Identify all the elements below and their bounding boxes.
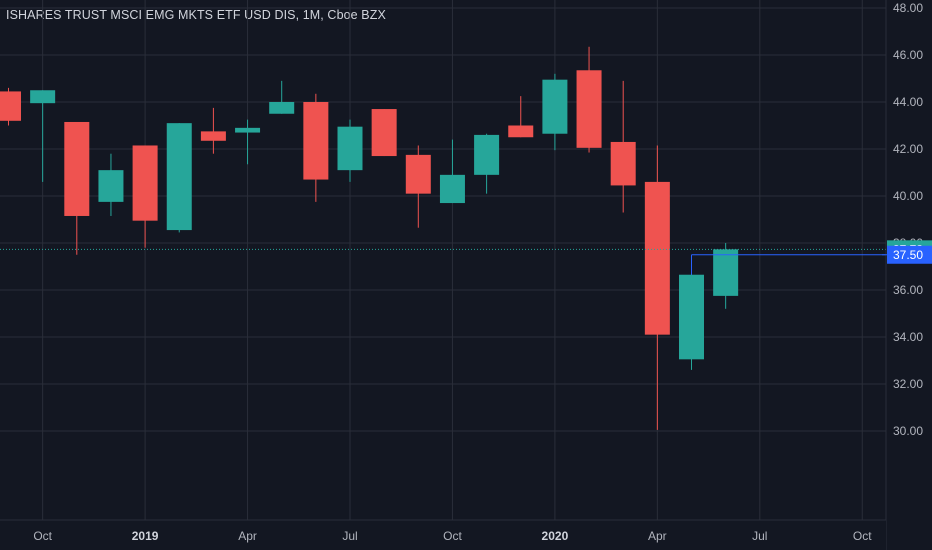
price-lines xyxy=(0,248,886,275)
x-tick-label: Oct xyxy=(443,529,462,543)
y-tick-label: 46.00 xyxy=(893,48,923,62)
y-tick-label: 48.00 xyxy=(893,1,923,15)
x-tick-label: Jul xyxy=(342,529,357,543)
candle-down xyxy=(132,145,158,248)
crosshair-price-badge xyxy=(887,245,932,264)
candle-down xyxy=(610,80,636,213)
y-tick-label: 36.00 xyxy=(893,283,923,297)
candle-up xyxy=(98,153,124,216)
candle-body xyxy=(200,131,226,141)
time-axis-background[interactable] xyxy=(0,520,886,550)
candle-down xyxy=(405,145,431,228)
y-tick-label: 44.00 xyxy=(893,95,923,109)
candle-down xyxy=(508,96,534,138)
candle-body xyxy=(166,123,192,231)
crosshair-price-label: 37.50 xyxy=(893,248,923,262)
y-tick-label: 32.00 xyxy=(893,377,923,391)
candle-body xyxy=(405,154,431,194)
candle-body xyxy=(713,249,739,296)
candle-up xyxy=(713,243,739,309)
candle-up xyxy=(679,273,704,370)
candle-body xyxy=(542,79,568,134)
candle-body xyxy=(371,109,397,157)
candle-up xyxy=(235,119,261,165)
x-tick-label: Apr xyxy=(648,529,667,543)
candle-body xyxy=(679,274,704,360)
candle-up xyxy=(474,133,500,194)
y-tick-label: 34.00 xyxy=(893,330,923,344)
candle-up xyxy=(439,139,465,204)
candle-body xyxy=(269,102,295,114)
candle-down xyxy=(0,87,21,126)
candles-layer xyxy=(0,46,739,430)
candle-body xyxy=(337,126,363,171)
candle-body xyxy=(576,70,602,148)
price-axis-background[interactable] xyxy=(886,0,932,550)
x-tick-label: Apr xyxy=(238,529,257,543)
x-tick-label: 2019 xyxy=(132,529,159,543)
candle-down xyxy=(371,109,397,157)
y-tick-label: 42.00 xyxy=(893,142,923,156)
candle-down xyxy=(576,46,602,153)
chart-title: ISHARES TRUST MSCI EMG MKTS ETF USD DIS,… xyxy=(6,8,386,22)
candle-up xyxy=(542,73,568,151)
candle-down xyxy=(303,93,329,202)
candle-body xyxy=(303,102,329,180)
candle-up xyxy=(337,119,363,182)
candle-body xyxy=(98,170,124,202)
time-axis-labels: Oct 2019 Apr Jul Oct 2020 Apr Jul Oct xyxy=(33,529,872,543)
candle-down xyxy=(644,145,670,430)
candle-body xyxy=(0,91,21,121)
y-tick-label: 30.00 xyxy=(893,424,923,438)
candle-body xyxy=(610,141,636,186)
candle-body xyxy=(644,181,670,335)
x-tick-label: 2020 xyxy=(542,529,569,543)
candle-body xyxy=(439,174,465,204)
price-labels: 37.7337.50 xyxy=(882,240,932,264)
candle-body xyxy=(235,127,261,133)
candle-body xyxy=(132,145,158,221)
grid-lines xyxy=(0,0,886,520)
y-tick-label: 40.00 xyxy=(893,189,923,203)
candle-up xyxy=(269,80,295,114)
candle-body xyxy=(508,125,534,138)
x-tick-label: Oct xyxy=(853,529,872,543)
candle-up xyxy=(166,123,192,233)
candle-up xyxy=(30,90,56,182)
candle-down xyxy=(200,107,226,154)
candle-body xyxy=(30,90,56,104)
candle-body xyxy=(474,134,500,175)
candle-body xyxy=(64,121,90,216)
candle-down xyxy=(64,121,90,255)
x-tick-label: Oct xyxy=(33,529,52,543)
x-tick-label: Jul xyxy=(752,529,767,543)
